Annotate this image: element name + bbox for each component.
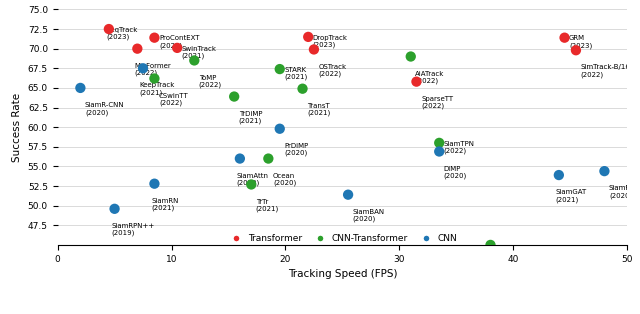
Point bbox=[263, 156, 273, 161]
Point bbox=[309, 47, 319, 52]
Text: SiamTPN
(2022): SiamTPN (2022) bbox=[444, 141, 475, 154]
Point bbox=[412, 79, 422, 84]
Point bbox=[138, 66, 148, 71]
Point bbox=[485, 242, 495, 247]
Point bbox=[434, 140, 444, 145]
Text: SiamBAN
(2020): SiamBAN (2020) bbox=[353, 209, 385, 222]
Point bbox=[132, 46, 143, 51]
Point bbox=[434, 149, 444, 154]
Point bbox=[149, 76, 159, 81]
Text: ProContEXT
(2022): ProContEXT (2022) bbox=[159, 35, 200, 49]
Point bbox=[172, 46, 182, 51]
Point bbox=[189, 58, 200, 63]
X-axis label: Tracking Speed (FPS): Tracking Speed (FPS) bbox=[287, 269, 397, 279]
Text: STARK
(2021): STARK (2021) bbox=[284, 67, 308, 80]
Point bbox=[109, 206, 120, 211]
Point bbox=[104, 27, 114, 32]
Text: DropTrack
(2023): DropTrack (2023) bbox=[313, 35, 348, 48]
Text: SparseTT
(2022): SparseTT (2022) bbox=[421, 96, 453, 109]
Text: TransT
(2021): TransT (2021) bbox=[307, 103, 330, 116]
Y-axis label: Success Rate: Success Rate bbox=[12, 93, 22, 162]
Text: SiamGAT
(2021): SiamGAT (2021) bbox=[556, 189, 587, 203]
Text: Ocean
(2020): Ocean (2020) bbox=[273, 173, 296, 186]
Point bbox=[235, 156, 245, 161]
Point bbox=[76, 85, 86, 90]
Text: AiATrack
(2022): AiATrack (2022) bbox=[415, 71, 445, 84]
Legend: Transformer, CNN-Transformer, CNN: Transformer, CNN-Transformer, CNN bbox=[227, 234, 458, 243]
Text: GRM
(2023): GRM (2023) bbox=[569, 35, 593, 49]
Text: SimTrack-B/16
(2022): SimTrack-B/16 (2022) bbox=[580, 64, 630, 78]
Text: CSwinTT
(2022): CSwinTT (2022) bbox=[159, 93, 189, 106]
Text: SwinTrack
(2021): SwinTrack (2021) bbox=[182, 46, 217, 59]
Point bbox=[246, 182, 257, 187]
Text: PrDiMP
(2020): PrDiMP (2020) bbox=[284, 143, 308, 156]
Text: TrDiMP
(2021): TrDiMP (2021) bbox=[239, 111, 262, 124]
Text: MixFormer
(2022): MixFormer (2022) bbox=[134, 63, 171, 76]
Text: SeqTrack
(2023): SeqTrack (2023) bbox=[107, 27, 138, 40]
Point bbox=[343, 192, 353, 197]
Text: TrTr
(2021): TrTr (2021) bbox=[256, 198, 279, 212]
Text: SiamFC++
(2020): SiamFC++ (2020) bbox=[609, 185, 640, 199]
Point bbox=[229, 94, 239, 99]
Point bbox=[571, 48, 581, 53]
Point bbox=[149, 181, 159, 186]
Point bbox=[599, 169, 609, 174]
Text: HiFT
(2021): HiFT (2021) bbox=[495, 259, 518, 273]
Point bbox=[149, 35, 159, 40]
Point bbox=[275, 67, 285, 72]
Text: ToMP
(2022): ToMP (2022) bbox=[199, 74, 222, 88]
Point bbox=[406, 54, 416, 59]
Point bbox=[303, 35, 314, 40]
Point bbox=[554, 173, 564, 178]
Text: SiamR-CNN
(2020): SiamR-CNN (2020) bbox=[85, 102, 125, 116]
Point bbox=[298, 86, 308, 91]
Text: SiamAttn
(2020): SiamAttn (2020) bbox=[236, 173, 268, 186]
Text: OSTrack
(2022): OSTrack (2022) bbox=[319, 63, 347, 77]
Text: DiMP
(2020): DiMP (2020) bbox=[444, 166, 467, 179]
Point bbox=[275, 126, 285, 131]
Text: KeepTrack
(2021): KeepTrack (2021) bbox=[140, 82, 175, 96]
Text: SiamRN
(2021): SiamRN (2021) bbox=[151, 198, 179, 211]
Text: SiamRPN++
(2019): SiamRPN++ (2019) bbox=[111, 223, 154, 236]
Point bbox=[559, 35, 570, 40]
